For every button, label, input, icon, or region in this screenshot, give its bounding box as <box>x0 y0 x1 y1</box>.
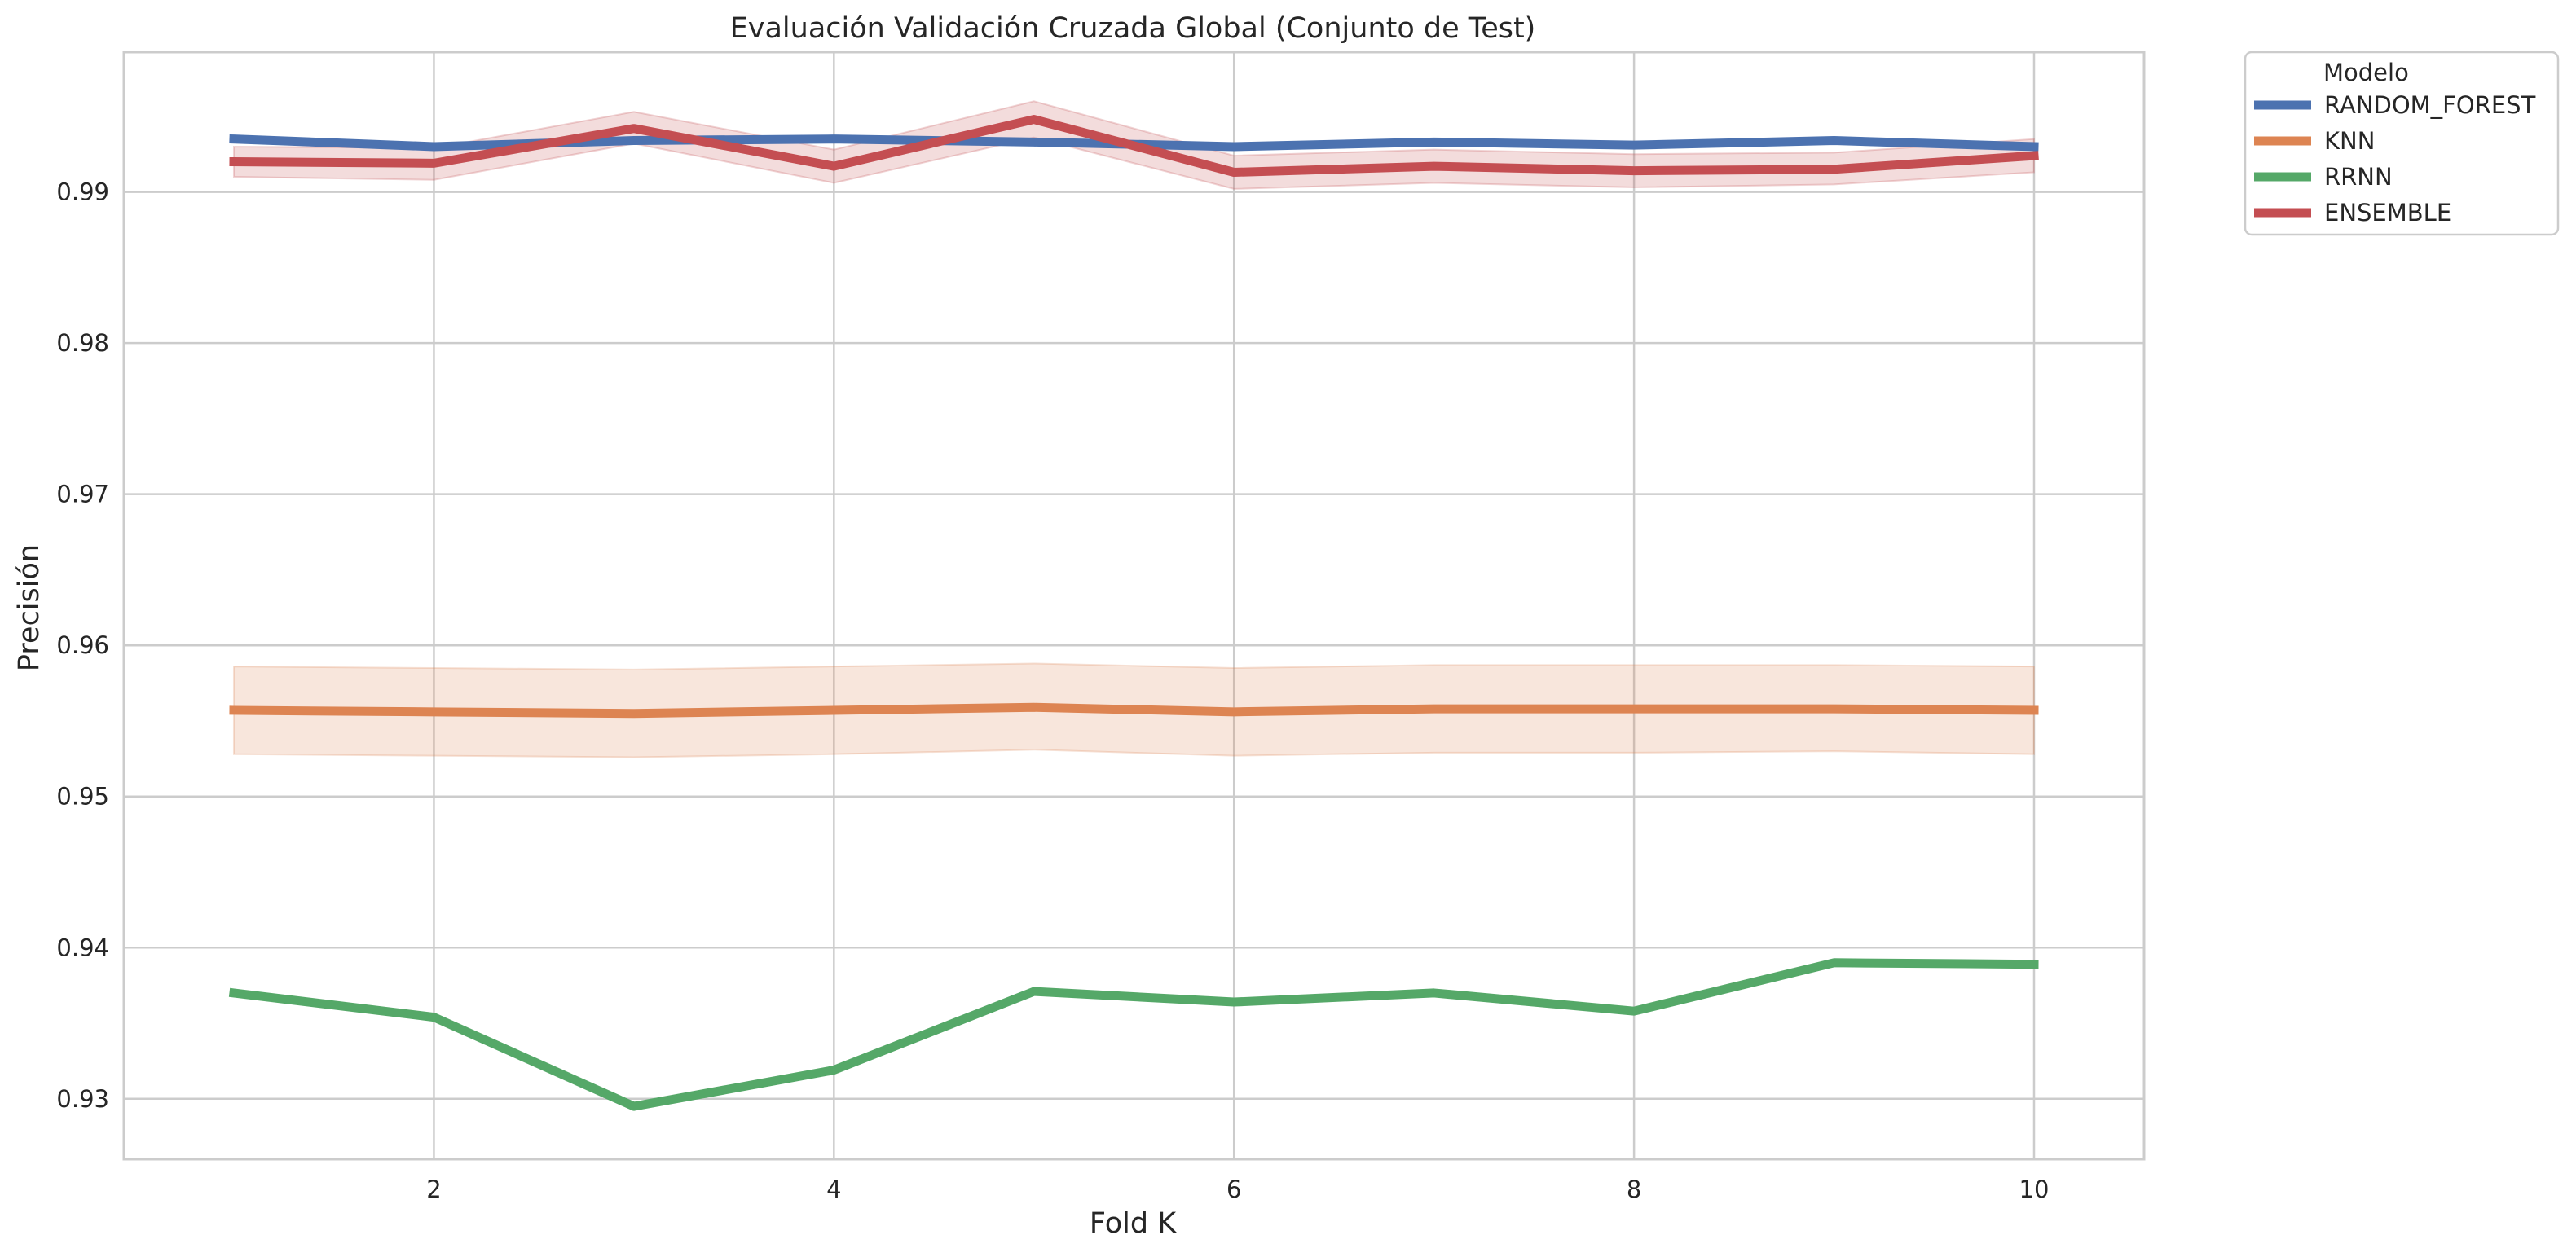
legend-label-rrnn: RRNN <box>2324 163 2393 191</box>
legend-entries: RANDOM_FOREST KNN RRNN ENSEMBLE <box>2254 91 2536 226</box>
plot-area <box>122 51 2146 1161</box>
chart-title: Evaluación Validación Cruzada Global (Co… <box>730 12 1536 45</box>
x-tick-label: 10 <box>2019 1176 2050 1203</box>
y-tick-label: 0.96 <box>56 631 109 659</box>
x-tick-label: 4 <box>826 1176 841 1203</box>
x-axis-label: Fold K <box>1090 1207 1177 1240</box>
y-axis-label: Precisión <box>13 544 46 671</box>
plot-background <box>124 52 2144 1159</box>
ensemble-series-line <box>229 115 2039 177</box>
y-tick-label: 0.93 <box>56 1085 109 1113</box>
y-tick-label: 0.98 <box>56 329 109 357</box>
legend-label-random-forest: RANDOM_FOREST <box>2324 91 2536 119</box>
legend-box <box>2244 51 2560 236</box>
y-gridlines <box>124 191 2144 1101</box>
x-tick-labels: 2 4 6 8 10 <box>426 1176 2049 1203</box>
y-tick-label: 0.99 <box>56 178 109 206</box>
y-tick-label: 0.94 <box>56 934 109 961</box>
x-tick-label: 8 <box>1627 1176 1641 1203</box>
legend-title: Modelo <box>2323 59 2409 86</box>
x-gridlines <box>433 52 2036 1159</box>
x-tick-label: 6 <box>1226 1176 1241 1203</box>
y-tick-label: 0.97 <box>56 481 109 508</box>
y-tick-labels: 0.93 0.94 0.95 0.96 0.97 0.98 0.99 <box>56 178 109 1113</box>
series-lines <box>228 115 2039 1111</box>
legend: Modelo RANDOM_FOREST KNN RRNN ENSEMBLE <box>2244 51 2560 236</box>
knn-series-line <box>229 702 2039 719</box>
rrnn-series-line <box>228 958 2039 1111</box>
legend-label-knn: KNN <box>2324 127 2375 155</box>
plot-frame <box>122 51 2146 1161</box>
legend-label-ensemble: ENSEMBLE <box>2324 199 2451 226</box>
y-tick-label: 0.95 <box>56 783 109 811</box>
x-tick-label: 2 <box>426 1176 441 1203</box>
